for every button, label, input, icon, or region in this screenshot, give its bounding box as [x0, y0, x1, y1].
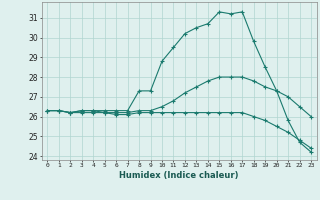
X-axis label: Humidex (Indice chaleur): Humidex (Indice chaleur) — [119, 171, 239, 180]
